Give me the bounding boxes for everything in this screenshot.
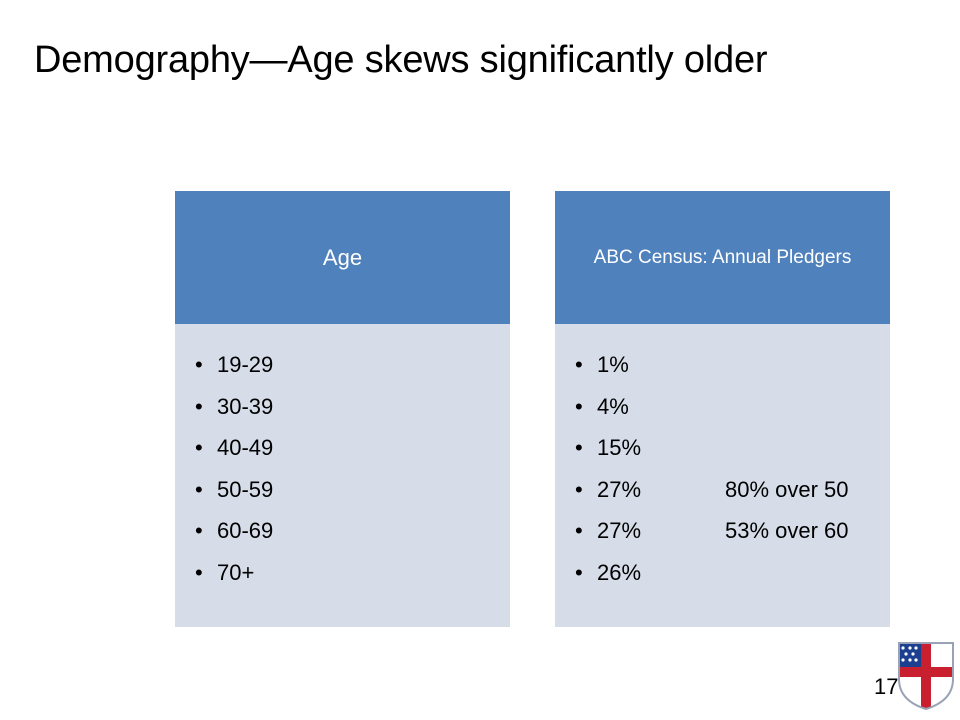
bullet-icon: • (195, 435, 203, 460)
list-item: • 27% 80% over 50 (575, 469, 849, 511)
bullet-icon: • (575, 352, 583, 377)
census-card-body: • 1% • 4% • 15% • 27% 80% over 50 • 27% 53% ove… (555, 324, 890, 627)
list-item: • 50-59 (195, 469, 273, 511)
list-item: • 40-49 (195, 427, 273, 469)
list-item: • 1% (575, 344, 849, 386)
age-range: 50-59 (217, 476, 274, 502)
list-item: • 30-39 (195, 386, 273, 428)
age-range: 19-29 (217, 352, 274, 377)
list-item: • 4% (575, 386, 849, 428)
bullet-icon: • (575, 435, 583, 460)
bullet-icon: • (195, 518, 203, 543)
list-item: • 19-29 (195, 344, 273, 386)
age-list: • 19-29 • 30-39 • 40-49 • 50-59 • 60-69 • 70+ (195, 344, 273, 593)
age-range: 40-49 (217, 435, 274, 460)
age-range: 30-39 (217, 393, 274, 419)
census-list: • 1% • 4% • 15% • 27% 80% over 50 • 27% 53% ove… (575, 344, 849, 593)
percent-value: 1% (597, 352, 629, 377)
list-item: • 27% 53% over 60 (575, 510, 849, 552)
bullet-icon: • (575, 559, 583, 585)
bullet-icon: • (575, 476, 583, 502)
bullet-icon: • (195, 476, 203, 502)
percent-value: 4% (597, 393, 629, 419)
bullet-icon: • (195, 559, 203, 585)
percent-note: 80% over 50 (725, 476, 849, 502)
bullet-icon: • (575, 393, 583, 419)
percent-note: 53% over 60 (725, 518, 849, 543)
bullet-icon: • (575, 518, 583, 543)
list-item: • 15% (575, 427, 849, 469)
list-item: • 70+ (195, 552, 273, 594)
percent-value: 27% (597, 476, 642, 502)
age-card: Age • 19-29 • 30-39 • 40-49 • 50-59 • 60-69 •… (175, 191, 510, 627)
census-card-header: ABC Census: Annual Pledgers (555, 191, 890, 324)
percent-value: 26% (597, 559, 642, 585)
bullet-icon: • (195, 352, 203, 377)
census-card: ABC Census: Annual Pledgers • 1% • 4% • 15%… (555, 191, 890, 627)
page-number: 17 (874, 674, 899, 699)
episcopal-shield-icon (897, 641, 955, 716)
age-range: 70+ (217, 559, 255, 585)
percent-value: 27% (597, 518, 642, 543)
list-item: • 26% (575, 552, 849, 594)
list-item: • 60-69 (195, 510, 273, 552)
age-card-body: • 19-29 • 30-39 • 40-49 • 50-59 • 60-69 • 70+ (175, 324, 510, 627)
age-range: 60-69 (217, 518, 274, 543)
age-card-header: Age (175, 191, 510, 324)
slide-title: Demography—Age skews significantly older (34, 39, 768, 81)
percent-value: 15% (597, 435, 642, 460)
bullet-icon: • (195, 393, 203, 419)
